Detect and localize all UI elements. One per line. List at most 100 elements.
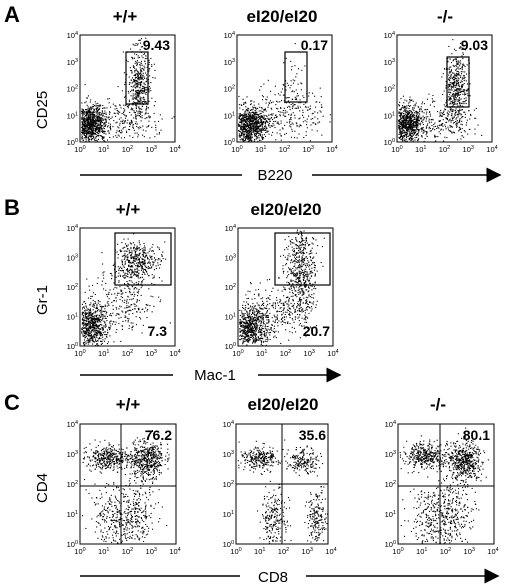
panel-c-col3-header: -/- bbox=[430, 395, 446, 414]
y-tick-label: 102 bbox=[224, 85, 235, 94]
y-tick-label: 100 bbox=[67, 138, 78, 147]
plot-frame bbox=[79, 423, 177, 545]
y-tick-label: 102 bbox=[384, 85, 395, 94]
gate-box bbox=[274, 232, 331, 286]
panel-c-plot-ei20: 35.6 bbox=[235, 423, 329, 545]
x-tick-label: 101 bbox=[98, 349, 109, 358]
x-tick-label: 103 bbox=[146, 349, 157, 358]
y-tick-label: 104 bbox=[385, 420, 396, 429]
x-tick-label: 101 bbox=[98, 547, 109, 556]
y-tick-label: 101 bbox=[225, 313, 236, 322]
x-tick-label: 104 bbox=[169, 145, 180, 154]
panel-c-x-axis-title: CD8 bbox=[258, 569, 288, 586]
gate-percentage: 76.2 bbox=[145, 427, 172, 443]
y-tick-label: 103 bbox=[67, 450, 78, 459]
y-tick-label: 103 bbox=[67, 254, 78, 263]
x-tick-label: 101 bbox=[254, 547, 265, 556]
y-tick-label: 103 bbox=[385, 450, 396, 459]
panel-b-x-axis-title: Mac-1 bbox=[194, 367, 236, 384]
panel-c-plot-ko: 80.1 bbox=[397, 423, 495, 545]
x-tick-label: 104 bbox=[487, 547, 498, 556]
panel-a-col2-header: eI20/eI20 bbox=[247, 7, 318, 26]
y-tick-label: 102 bbox=[67, 480, 78, 489]
plot-frame bbox=[237, 227, 334, 347]
x-tick-label: 100 bbox=[74, 547, 85, 556]
x-tick-label: 100 bbox=[230, 547, 241, 556]
x-tick-label: 100 bbox=[74, 145, 85, 154]
y-tick-label: 101 bbox=[385, 510, 396, 519]
y-tick-label: 100 bbox=[223, 540, 234, 549]
gate-percentage: 9.03 bbox=[461, 37, 488, 53]
x-tick-label: 102 bbox=[278, 547, 289, 556]
x-tick-label: 103 bbox=[302, 547, 313, 556]
y-tick-label: 100 bbox=[67, 540, 78, 549]
panel-c-letter: C bbox=[4, 390, 20, 415]
x-tick-label: 104 bbox=[327, 349, 338, 358]
panel-c-col2-header: eI20/eI20 bbox=[248, 395, 319, 414]
panel-b-y-axis-title: Gr-1 bbox=[34, 285, 51, 315]
x-tick-label: 100 bbox=[392, 547, 403, 556]
gate-box bbox=[284, 51, 308, 103]
y-tick-label: 101 bbox=[67, 510, 78, 519]
gate-percentage: 0.17 bbox=[301, 37, 328, 53]
plot-frame bbox=[79, 34, 176, 143]
panel-b-col1-header: +/+ bbox=[116, 200, 141, 219]
x-tick-label: 102 bbox=[122, 145, 133, 154]
panel-b-col2-header: eI20/eI20 bbox=[251, 200, 322, 219]
panel-a-col1-header: +/+ bbox=[113, 7, 138, 26]
panel-a-letter: A bbox=[4, 2, 20, 27]
y-tick-label: 102 bbox=[67, 283, 78, 292]
y-tick-label: 104 bbox=[223, 420, 234, 429]
panel-a-x-axis-title: B220 bbox=[257, 167, 292, 184]
x-tick-label: 104 bbox=[325, 547, 336, 556]
panel-b-letter: B bbox=[4, 195, 20, 220]
x-tick-label: 103 bbox=[463, 145, 474, 154]
x-tick-label: 104 bbox=[169, 349, 180, 358]
y-tick-label: 103 bbox=[223, 450, 234, 459]
x-tick-label: 103 bbox=[464, 547, 475, 556]
y-tick-label: 104 bbox=[224, 31, 235, 40]
x-tick-label: 102 bbox=[440, 547, 451, 556]
y-tick-label: 103 bbox=[67, 58, 78, 67]
y-tick-label: 101 bbox=[384, 111, 395, 120]
x-tick-label: 100 bbox=[232, 349, 243, 358]
scatter-dots bbox=[81, 37, 489, 544]
panel-b-plot-wt: 7.3 bbox=[79, 227, 176, 347]
y-tick-label: 104 bbox=[67, 31, 78, 40]
y-tick-label: 100 bbox=[384, 138, 395, 147]
y-tick-label: 100 bbox=[225, 342, 236, 351]
axis-tick-labels: 1001001011011021021031031041041001001011… bbox=[67, 31, 499, 556]
x-tick-label: 103 bbox=[304, 349, 315, 358]
x-tick-label: 101 bbox=[256, 349, 267, 358]
y-tick-label: 102 bbox=[225, 283, 236, 292]
y-tick-label: 104 bbox=[67, 420, 78, 429]
panel-c-col1-header: +/+ bbox=[116, 395, 141, 414]
y-tick-label: 101 bbox=[67, 313, 78, 322]
plot-frame bbox=[236, 34, 333, 143]
panel-a-plot-ei20: 0.17 bbox=[236, 34, 333, 143]
y-tick-label: 101 bbox=[67, 111, 78, 120]
panel-a-y-axis-title: CD25 bbox=[34, 91, 51, 129]
x-tick-label: 101 bbox=[98, 145, 109, 154]
x-tick-label: 101 bbox=[255, 145, 266, 154]
y-tick-label: 104 bbox=[225, 224, 236, 233]
x-tick-label: 102 bbox=[279, 145, 290, 154]
gate-percentage: 20.7 bbox=[303, 323, 330, 339]
y-tick-label: 102 bbox=[223, 480, 234, 489]
gate-percentage: 7.3 bbox=[148, 323, 168, 339]
x-tick-label: 104 bbox=[169, 547, 180, 556]
gate-box bbox=[114, 232, 172, 286]
plot-frame bbox=[397, 423, 495, 545]
y-tick-label: 102 bbox=[385, 480, 396, 489]
y-tick-label: 101 bbox=[224, 111, 235, 120]
gate-percentage: 80.1 bbox=[463, 427, 490, 443]
x-tick-label: 103 bbox=[303, 145, 314, 154]
x-tick-label: 100 bbox=[391, 145, 402, 154]
y-tick-label: 102 bbox=[67, 85, 78, 94]
gate-percentage: 35.6 bbox=[299, 427, 326, 443]
x-tick-label: 100 bbox=[231, 145, 242, 154]
y-tick-label: 104 bbox=[384, 31, 395, 40]
y-tick-label: 104 bbox=[67, 224, 78, 233]
plot-frame bbox=[79, 227, 176, 347]
